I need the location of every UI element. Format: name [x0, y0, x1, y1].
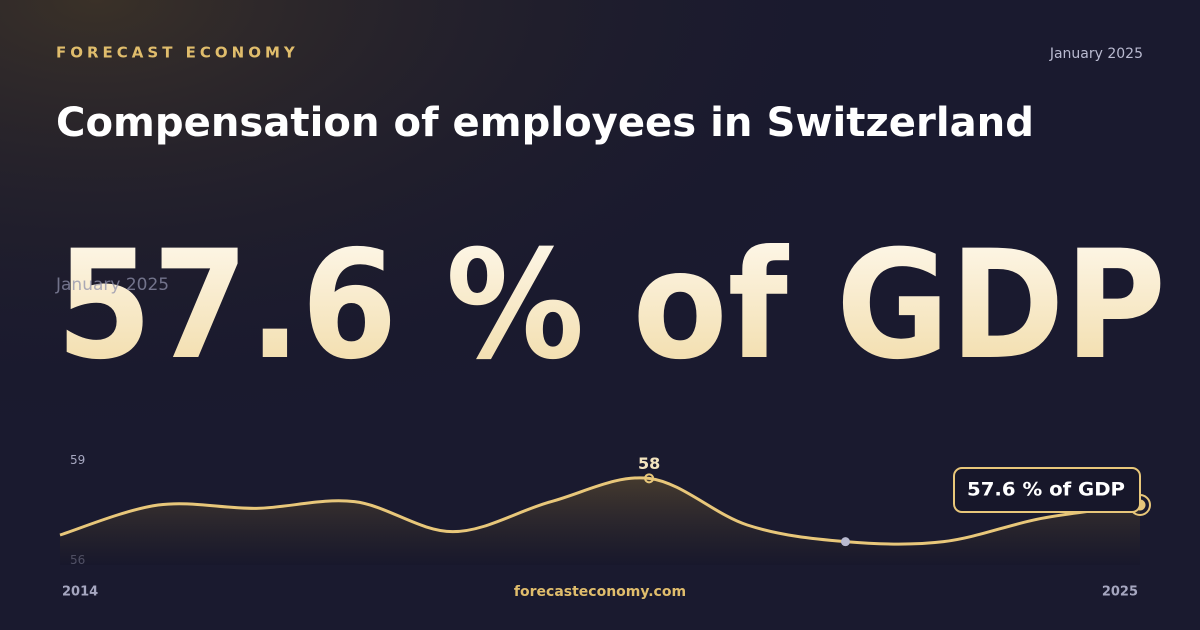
callout-label: 57.6 % of GDP — [967, 479, 1125, 501]
min-marker — [840, 537, 850, 547]
headline: 57.6 % of GDP — [56, 219, 1166, 393]
title: Compensation of employees in Switzerland — [56, 100, 1034, 146]
chart: 5659201420255857.6 % of GDP — [59, 453, 1151, 600]
brand: FORECAST ECONOMY — [56, 44, 299, 62]
callout-box — [953, 467, 1141, 513]
peak-label: 58 — [638, 454, 660, 473]
date: January 2025 — [1049, 46, 1143, 62]
line — [59, 476, 1141, 546]
x-tick-label: 2025 — [1102, 585, 1138, 600]
y-tick-label: 59 — [70, 453, 85, 467]
x-tick-label: 2014 — [62, 585, 98, 600]
date-overlay: January 2025 — [55, 275, 169, 295]
footer: forecasteconomy.com — [514, 584, 686, 600]
peak-marker — [644, 473, 655, 484]
area — [60, 477, 1140, 565]
